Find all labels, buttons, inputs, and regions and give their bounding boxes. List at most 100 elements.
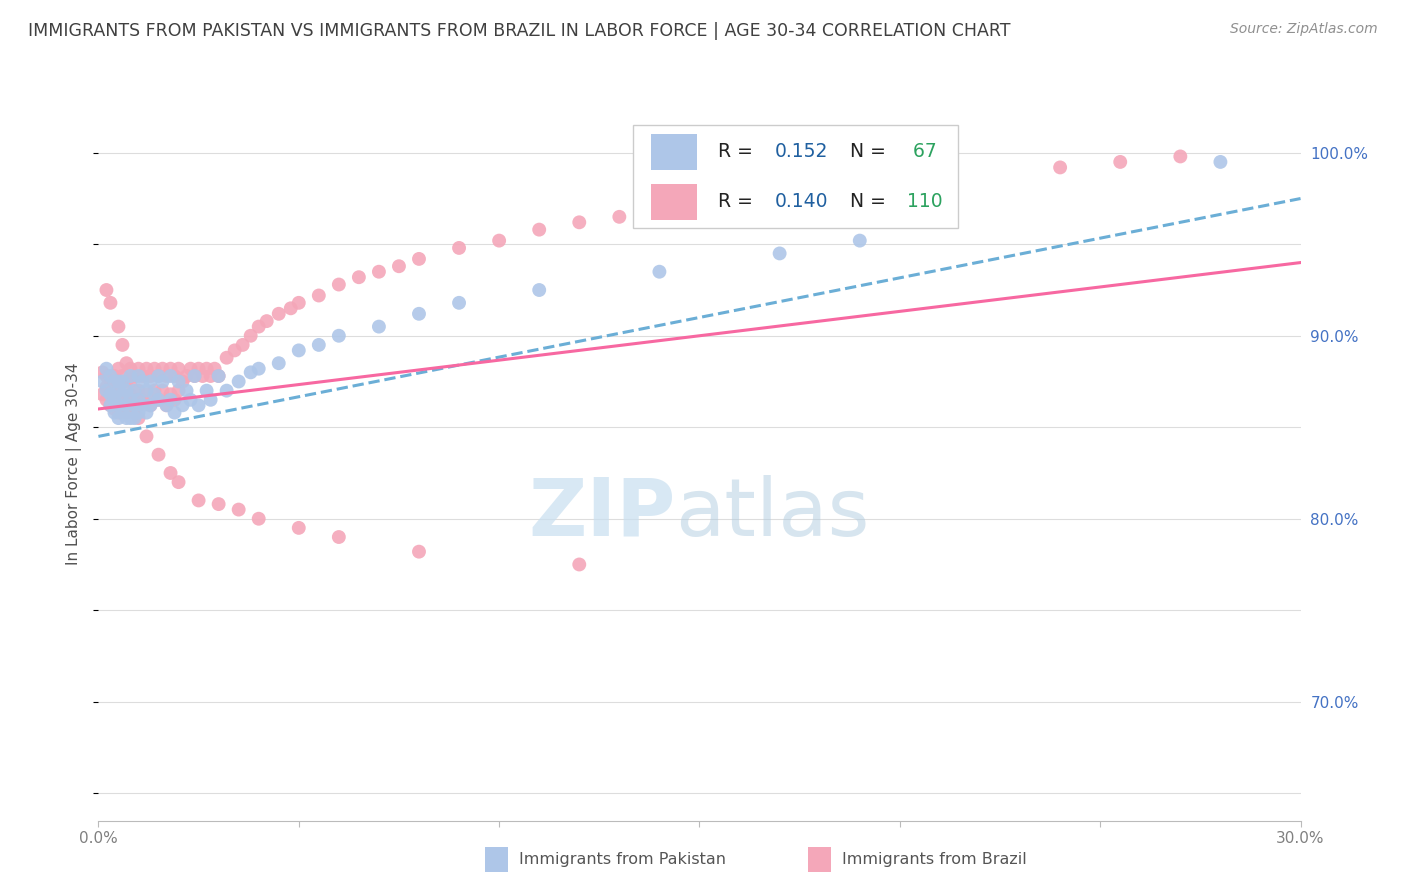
Point bbox=[648, 265, 671, 279]
Point bbox=[103, 375, 125, 389]
Point bbox=[347, 270, 370, 285]
Bar bbox=[485, 847, 508, 872]
Point bbox=[139, 398, 162, 412]
Point bbox=[247, 319, 270, 334]
Point bbox=[256, 314, 278, 328]
Point bbox=[195, 384, 218, 398]
Point bbox=[115, 411, 138, 425]
Point bbox=[568, 558, 591, 572]
Point bbox=[100, 384, 122, 398]
Point bbox=[115, 356, 138, 370]
Point bbox=[224, 343, 246, 358]
Point bbox=[120, 387, 142, 401]
Text: Immigrants from Brazil: Immigrants from Brazil bbox=[842, 853, 1026, 867]
Point bbox=[120, 369, 142, 384]
Point bbox=[96, 392, 118, 407]
Point bbox=[328, 277, 350, 292]
Point bbox=[208, 369, 231, 384]
Point bbox=[135, 429, 157, 443]
Point bbox=[131, 369, 153, 384]
Point bbox=[195, 361, 218, 376]
Point bbox=[167, 475, 190, 490]
Point bbox=[1049, 161, 1071, 175]
Point bbox=[183, 369, 205, 384]
Point bbox=[288, 295, 311, 310]
Point bbox=[128, 369, 150, 384]
Point bbox=[107, 384, 129, 398]
Point bbox=[103, 406, 125, 420]
Point bbox=[328, 328, 350, 343]
Point bbox=[100, 295, 122, 310]
Point bbox=[120, 392, 142, 407]
Point bbox=[176, 369, 198, 384]
Point bbox=[648, 204, 671, 219]
Text: 67: 67 bbox=[907, 143, 938, 161]
Point bbox=[120, 361, 142, 376]
Point bbox=[111, 369, 134, 384]
Text: R =: R = bbox=[717, 193, 758, 211]
FancyBboxPatch shape bbox=[633, 125, 957, 228]
Point bbox=[152, 384, 174, 398]
Point bbox=[124, 369, 146, 384]
Point bbox=[100, 369, 122, 384]
Point bbox=[267, 356, 290, 370]
Point bbox=[609, 210, 631, 224]
Point bbox=[148, 392, 170, 407]
Point bbox=[139, 398, 162, 412]
Point bbox=[388, 259, 411, 273]
Point bbox=[107, 361, 129, 376]
Point bbox=[131, 392, 153, 407]
Point bbox=[100, 387, 122, 401]
Point bbox=[115, 406, 138, 420]
Point bbox=[111, 398, 134, 412]
Point bbox=[159, 361, 181, 376]
FancyBboxPatch shape bbox=[651, 134, 697, 169]
Point bbox=[172, 375, 194, 389]
Point bbox=[155, 398, 177, 412]
Point bbox=[488, 234, 510, 248]
Point bbox=[159, 387, 181, 401]
Point bbox=[200, 369, 222, 384]
Point bbox=[167, 375, 190, 389]
Point bbox=[215, 384, 238, 398]
Point bbox=[929, 168, 952, 182]
Point bbox=[849, 234, 872, 248]
Text: N =: N = bbox=[838, 143, 891, 161]
Point bbox=[408, 544, 430, 558]
Point bbox=[176, 384, 198, 398]
Point bbox=[228, 375, 250, 389]
Point bbox=[163, 369, 186, 384]
Point bbox=[267, 307, 290, 321]
Point bbox=[200, 392, 222, 407]
Point bbox=[163, 406, 186, 420]
Point bbox=[408, 252, 430, 266]
Point bbox=[447, 241, 470, 255]
Point bbox=[131, 398, 153, 412]
Point bbox=[124, 398, 146, 412]
Text: Source: ZipAtlas.com: Source: ZipAtlas.com bbox=[1230, 22, 1378, 37]
Point bbox=[148, 448, 170, 462]
Point bbox=[128, 398, 150, 412]
Point bbox=[120, 375, 142, 389]
Point bbox=[124, 411, 146, 425]
Point bbox=[208, 369, 231, 384]
Y-axis label: In Labor Force | Age 30-34: In Labor Force | Age 30-34 bbox=[66, 362, 83, 566]
Point bbox=[124, 398, 146, 412]
Point bbox=[103, 401, 125, 416]
Point bbox=[128, 392, 150, 407]
Point bbox=[115, 384, 138, 398]
Point bbox=[191, 369, 214, 384]
Point bbox=[124, 406, 146, 420]
Point bbox=[228, 502, 250, 516]
Point bbox=[152, 361, 174, 376]
Point bbox=[128, 384, 150, 398]
Point bbox=[111, 375, 134, 389]
Point bbox=[139, 369, 162, 384]
Point bbox=[135, 384, 157, 398]
Text: 110: 110 bbox=[907, 193, 943, 211]
Point bbox=[239, 328, 262, 343]
Point bbox=[728, 192, 751, 206]
Point bbox=[135, 406, 157, 420]
Point bbox=[232, 338, 254, 352]
Point bbox=[159, 369, 181, 384]
